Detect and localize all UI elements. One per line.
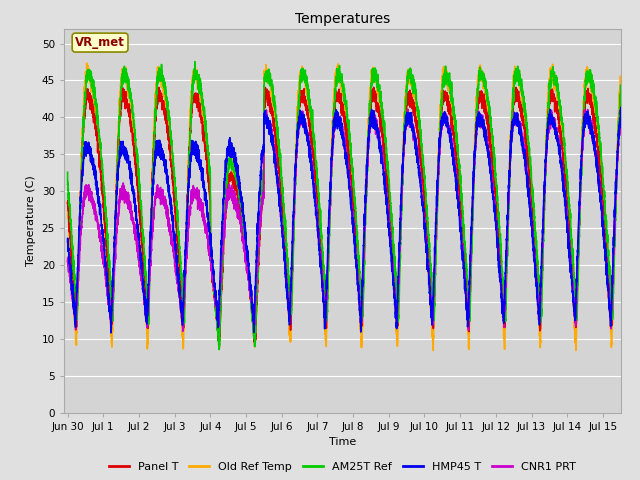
Y-axis label: Temperature (C): Temperature (C)	[26, 175, 36, 266]
Legend: Panel T, Old Ref Temp, AM25T Ref, HMP45 T, CNR1 PRT: Panel T, Old Ref Temp, AM25T Ref, HMP45 …	[104, 457, 580, 476]
Title: Temperatures: Temperatures	[295, 12, 390, 26]
Text: VR_met: VR_met	[75, 36, 125, 49]
X-axis label: Time: Time	[329, 437, 356, 447]
